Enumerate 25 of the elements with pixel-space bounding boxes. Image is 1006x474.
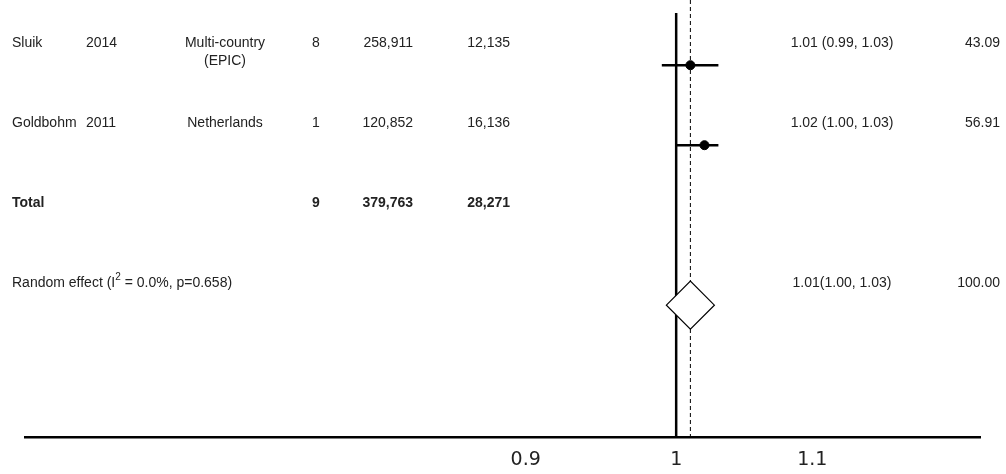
annotation: 56.91 — [964, 114, 1001, 131]
annotation: 120,852 — [362, 114, 414, 131]
annotation: 28,271 — [467, 194, 511, 211]
annotation: 379,763 — [362, 194, 414, 211]
annotation: 1.02 (1.00, 1.03) — [790, 114, 894, 131]
annotation: 2011 — [86, 114, 117, 131]
x-tick-label: 1.1 — [797, 446, 828, 469]
annotation: 16,136 — [467, 114, 511, 131]
annotation: 1 — [312, 114, 321, 131]
x-tick-label: 0.9 — [510, 446, 541, 469]
annotation: 1.01 (0.99, 1.03) — [790, 34, 894, 51]
annotation: 43.09 — [964, 34, 1001, 51]
annotation: 2014 — [86, 34, 118, 51]
y-tick-label: Total — [12, 194, 45, 211]
y-tick-label: Sluik — [12, 34, 44, 51]
annotation: Netherlands — [187, 114, 263, 131]
annotation: 9 — [312, 194, 321, 211]
annotation: Multi-country (EPIC) — [184, 34, 266, 69]
y-tick-label: Goldbohm — [12, 114, 77, 131]
annotation: 258,911 — [363, 34, 414, 51]
annotation: 8 — [312, 34, 321, 51]
annotation: 1.01(1.00, 1.03) — [792, 274, 892, 291]
annotation: 100.00 — [957, 274, 1001, 291]
annotation: 12,135 — [467, 34, 511, 51]
x-tick-label: 1 — [670, 446, 683, 469]
